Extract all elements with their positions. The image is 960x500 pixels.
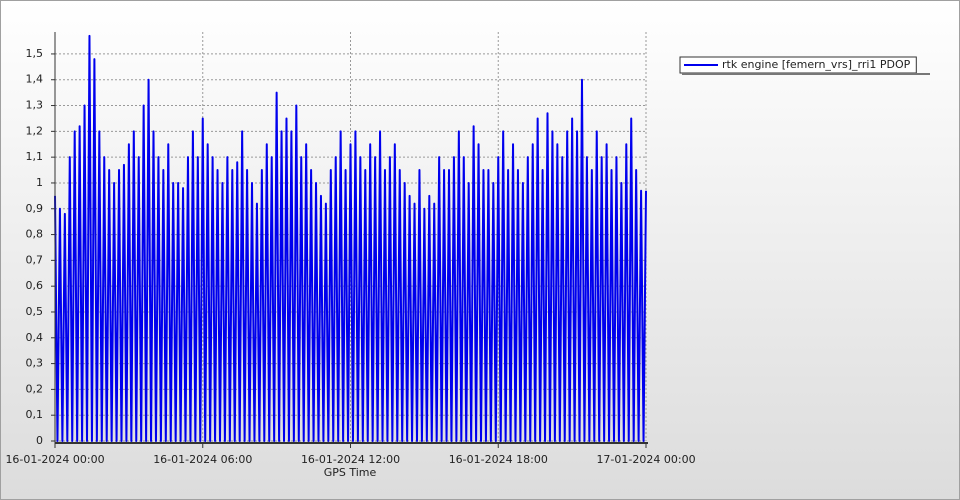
legend-label: rtk engine [femern_vrs]_rri1 PDOP: [722, 58, 911, 71]
y-tick-label: 1,3: [26, 99, 44, 112]
y-tick-label: 0,7: [26, 253, 44, 266]
legend: rtk engine [femern_vrs]_rri1 PDOP: [679, 56, 930, 75]
y-tick-label: 1,4: [26, 73, 44, 86]
plot-area: [54, 34, 647, 442]
y-tick-label: 1,5: [26, 47, 44, 60]
y-tick-label: 0: [36, 434, 43, 447]
x-tick-label: 16-01-2024 06:00: [153, 453, 252, 466]
x-tick-label: 16-01-2024 18:00: [449, 453, 548, 466]
y-tick-label: 0,8: [26, 228, 44, 241]
y-tick-label: 0,1: [26, 408, 44, 421]
y-tick-label: 0,5: [26, 305, 44, 318]
y-tick-label: 0,6: [26, 279, 44, 292]
series-line: [54, 34, 647, 442]
x-axis-title: GPS Time: [324, 466, 377, 479]
y-tick-label: 0,3: [26, 357, 44, 370]
y-tick-label: 0,4: [26, 331, 44, 344]
x-tick-label: 16-01-2024 12:00: [301, 453, 400, 466]
x-tick-label: 17-01-2024 00:00: [596, 453, 695, 466]
legend-shadow: [682, 73, 930, 75]
y-tick-label: 0,2: [26, 382, 44, 395]
y-tick-label: 0,9: [26, 202, 44, 215]
y-tick-label: 1: [36, 176, 43, 189]
y-tick-label: 1,1: [26, 150, 44, 163]
x-tick-label: 16-01-2024 00:00: [5, 453, 104, 466]
y-tick-label: 1,2: [26, 124, 44, 137]
